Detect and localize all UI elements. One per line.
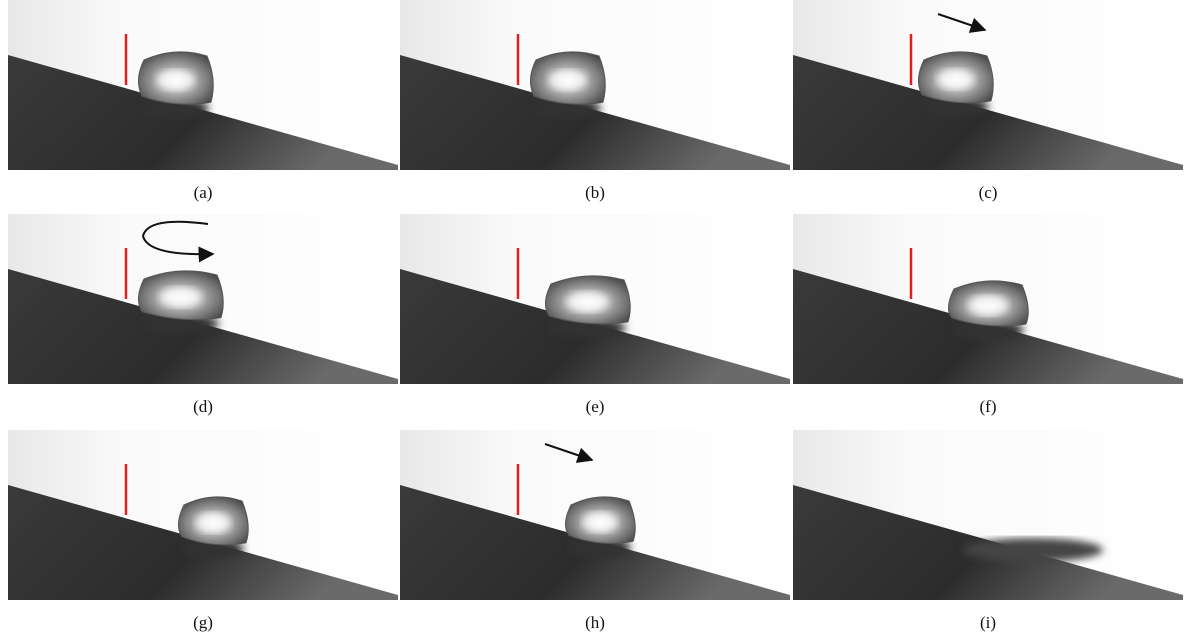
panel-caption: (d) (193, 397, 213, 416)
melted-trace (963, 538, 1103, 562)
panel (8, 0, 398, 170)
panel-caption: (a) (194, 183, 213, 202)
panel (8, 214, 398, 384)
panel-caption: (i) (980, 613, 996, 632)
droplet-highlight (566, 291, 609, 312)
panel (793, 430, 1183, 600)
rotation-arrow (141, 220, 215, 263)
panel-caption: (b) (585, 183, 605, 202)
droplet-highlight (582, 512, 618, 533)
slope-surface (793, 55, 1183, 170)
panel-caption: (g) (193, 613, 213, 632)
panel (400, 430, 790, 600)
panel-caption: (e) (586, 397, 605, 416)
panel-caption: (c) (979, 183, 998, 202)
panel-caption: (f) (980, 397, 997, 416)
droplet-highlight (968, 295, 1008, 316)
panel (793, 0, 1183, 170)
droplet-highlight (936, 69, 975, 90)
droplet-highlight (156, 70, 195, 91)
panel-caption: (h) (585, 613, 605, 632)
panel (8, 430, 398, 600)
droplet-highlight (195, 512, 231, 533)
droplet-highlight (548, 70, 587, 91)
panel (400, 214, 790, 384)
motion-arrow (937, 13, 987, 33)
droplet-highlight (159, 287, 202, 308)
motion-arrow (544, 443, 594, 463)
panel (793, 214, 1183, 384)
panel (400, 0, 790, 170)
